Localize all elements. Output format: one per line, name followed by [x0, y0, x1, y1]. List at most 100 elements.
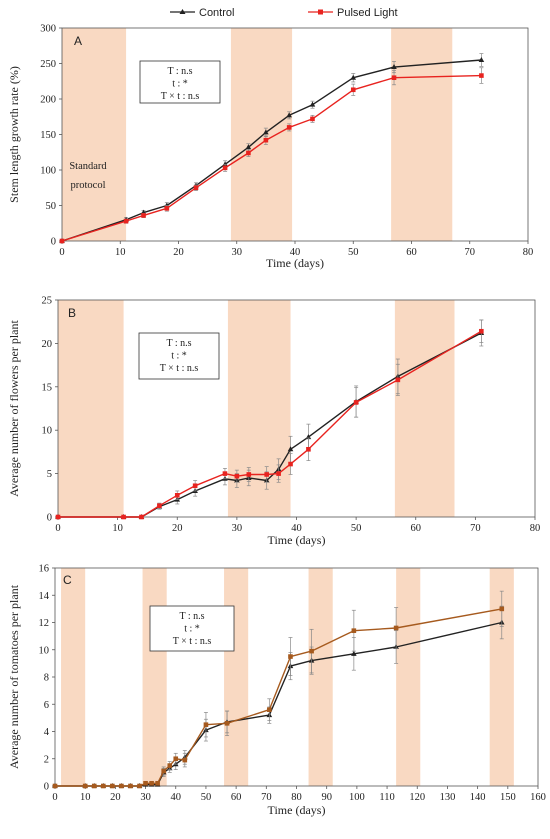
- data-point: [155, 780, 160, 786]
- data-point: [192, 483, 198, 489]
- legend-control-marker: [179, 9, 186, 14]
- x-tick-label: 30: [232, 523, 243, 534]
- data-point: [288, 461, 293, 467]
- shaded-period-4: [308, 568, 333, 786]
- x-tick-label: 100: [349, 792, 365, 803]
- y-tick-label: 20: [42, 339, 53, 350]
- data-point: [173, 756, 179, 762]
- data-point: [350, 87, 356, 93]
- series-pulsed-light: [55, 319, 484, 520]
- y-tick-label: 6: [44, 700, 49, 711]
- y-tick-label: 8: [44, 673, 49, 684]
- y-axis-label: Stem length growth rate (%): [7, 66, 21, 203]
- x-tick-label: 20: [173, 247, 184, 258]
- legend-control-label: Control: [199, 7, 234, 19]
- legend-pulsed-label: Pulsed Light: [337, 7, 398, 19]
- x-tick-label: 80: [523, 247, 534, 258]
- data-point: [310, 116, 315, 122]
- x-tick-label: 0: [52, 792, 57, 803]
- x-tick-label: 0: [55, 523, 60, 534]
- x-tick-label: 120: [409, 792, 425, 803]
- legend: Control Pulsed Light: [170, 7, 398, 19]
- data-point: [203, 722, 209, 727]
- x-tick-label: 60: [231, 792, 242, 803]
- shaded-period-5: [396, 568, 421, 786]
- x-tick-label: 40: [290, 247, 301, 258]
- x-tick-label: 80: [291, 792, 302, 803]
- panel-b: 0 10 20 30 40 50 60 70 80 0 5 10 15 20 25 Time (days) Av…: [7, 296, 540, 548]
- series-control: [52, 605, 505, 788]
- data-point: [59, 238, 65, 244]
- data-point: [141, 213, 146, 218]
- data-point: [391, 64, 397, 70]
- y-tick-label: 10: [42, 426, 53, 437]
- stats-box: [138, 332, 220, 380]
- shaded-period-1: [58, 300, 124, 517]
- data-point: [267, 707, 272, 712]
- data-point: [395, 377, 401, 383]
- y-tick-label: 2: [44, 754, 49, 765]
- data-point: [110, 783, 115, 789]
- series-line: [58, 330, 482, 518]
- series-line: [55, 621, 502, 787]
- data-point: [157, 503, 162, 509]
- stats-line: T × t : n.s: [161, 91, 200, 102]
- data-point: [55, 514, 61, 520]
- data-point: [479, 73, 484, 78]
- x-tick-label: 10: [115, 247, 126, 258]
- data-point: [52, 783, 58, 789]
- x-tick-label: 80: [530, 523, 541, 534]
- data-point: [351, 650, 357, 656]
- data-point: [499, 606, 505, 612]
- x-tick-label: 70: [470, 523, 481, 534]
- data-point: [234, 473, 240, 479]
- y-tick-label: 200: [40, 95, 56, 106]
- series-pulsed-light: [52, 590, 505, 789]
- x-tick-label: 140: [470, 792, 486, 803]
- y-tick-label: 5: [47, 469, 52, 480]
- plot-frame: [57, 299, 536, 518]
- annotation-line: Standard: [69, 161, 107, 172]
- data-point: [391, 75, 397, 80]
- x-tick-label: 70: [261, 792, 272, 803]
- shaded-period-1: [62, 28, 127, 241]
- y-tick-label: 16: [39, 564, 50, 575]
- stats-line: T × t : n.s: [173, 636, 212, 647]
- x-tick-label: 90: [321, 792, 332, 803]
- data-point: [121, 514, 126, 520]
- data-point: [245, 144, 252, 150]
- y-tick-label: 50: [46, 201, 57, 212]
- data-point: [263, 137, 269, 143]
- x-tick-label: 40: [171, 792, 182, 803]
- x-tick-label: 110: [379, 792, 394, 803]
- data-point: [167, 763, 173, 768]
- data-point: [479, 328, 484, 334]
- data-point: [246, 472, 252, 477]
- y-tick-label: 14: [39, 591, 50, 602]
- x-tick-label: 150: [500, 792, 516, 803]
- data-point: [393, 625, 399, 631]
- y-tick-label: 4: [44, 727, 50, 738]
- data-point: [101, 783, 106, 789]
- y-tick-label: 100: [40, 166, 56, 177]
- x-tick-label: 40: [291, 523, 302, 534]
- panel-letter: B: [68, 306, 76, 320]
- stats-box: [149, 605, 235, 652]
- x-axis-label: Time (days): [268, 533, 326, 547]
- data-point: [174, 493, 180, 498]
- x-tick-label: 50: [351, 523, 362, 534]
- x-axis-label: Time (days): [266, 256, 324, 270]
- data-point: [149, 780, 154, 786]
- legend-pulsed-marker: [318, 9, 323, 15]
- y-tick-label: 15: [42, 382, 53, 393]
- y-tick-label: 25: [42, 296, 53, 307]
- shaded-period-3: [394, 300, 455, 517]
- data-point: [82, 783, 88, 789]
- series-pulsed-light: [59, 67, 484, 244]
- data-point: [264, 472, 269, 477]
- shaded-period-2: [227, 300, 291, 517]
- y-tick-label: 300: [40, 24, 56, 35]
- data-point: [306, 446, 311, 452]
- y-tick-label: 0: [44, 782, 49, 793]
- x-tick-label: 50: [348, 247, 359, 258]
